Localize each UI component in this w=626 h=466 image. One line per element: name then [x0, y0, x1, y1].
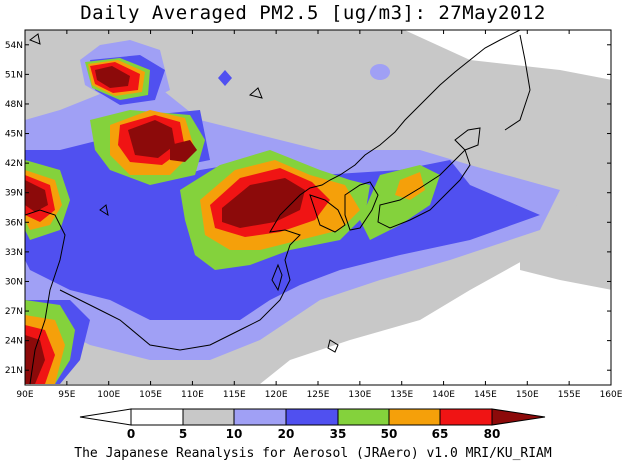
lon-tick-label: 150E: [516, 390, 539, 400]
coastlines: [25, 30, 531, 385]
lon-tick-label: 140E: [432, 390, 455, 400]
colorbar-swatch: [130, 408, 184, 426]
colorbar-label: 20: [278, 427, 295, 441]
colorbar-label: 80: [484, 427, 501, 441]
colorbar-swatch: [182, 408, 235, 426]
colorbar-label: 35: [330, 427, 347, 441]
lat-tick-label: 45N: [5, 130, 23, 140]
lat-tick-label: 21N: [5, 366, 23, 376]
lon-tick-label: 135E: [390, 390, 413, 400]
credit-line: The Japanese Reanalysis for Aerosol (JRA…: [74, 446, 552, 461]
lat-tick-label: 30N: [5, 277, 23, 287]
lat-tick-label: 54N: [5, 41, 23, 51]
lon-tick-label: 125E: [307, 390, 330, 400]
lon-tick-label: 160E: [600, 390, 623, 400]
lat-tick-label: 51N: [5, 70, 23, 80]
lat-tick-label: 33N: [5, 248, 23, 258]
lon-tick-label: 110E: [181, 390, 204, 400]
lat-tick-label: 24N: [5, 337, 23, 347]
colorbar: 0 5 10 20 35 50 65 80: [79, 408, 546, 441]
colorbar-swatch: [439, 408, 493, 426]
colorbar-label: 10: [226, 427, 243, 441]
lat-tick-label: 42N: [5, 159, 23, 169]
lat-tick-label: 48N: [5, 100, 23, 110]
colorbar-swatch: [233, 408, 287, 426]
lat-tick-label: 27N: [5, 307, 23, 317]
lon-tick-label: 155E: [558, 390, 581, 400]
lon-tick-label: 130E: [348, 390, 371, 400]
lat-tick-label: 39N: [5, 189, 23, 199]
lon-tick-label: 100E: [97, 390, 120, 400]
lon-tick-label: 120E: [265, 390, 288, 400]
lon-tick-label: 95E: [58, 390, 75, 400]
colorbar-swatch: [337, 408, 390, 426]
longitude-ticks: 90E 95E 100E 105E 110E 115E 120E 125E 130E 135E 14…: [16, 30, 623, 400]
lat-tick-label: 36N: [5, 218, 23, 228]
colorbar-swatch: [285, 408, 339, 426]
lon-tick-label: 90E: [16, 390, 33, 400]
latitude-ticks: 21N 24N 27N 30N 33N 36N 39N 42N 45N 48N 51N 54N: [5, 41, 611, 376]
colorbar-label: 0: [127, 427, 135, 441]
colorbar-swatch: [388, 408, 441, 426]
lon-tick-label: 145E: [474, 390, 497, 400]
map-title: Daily Averaged PM2.5 [ug/m3]: 27May2012: [80, 2, 546, 24]
colorbar-label: 5: [179, 427, 187, 441]
lon-tick-label: 105E: [139, 390, 162, 400]
colorbar-label: 50: [381, 427, 398, 441]
colorbar-label: 65: [432, 427, 449, 441]
colorbar-swatch: [491, 408, 546, 426]
lon-tick-label: 115E: [223, 390, 246, 400]
colorbar-swatch: [79, 408, 132, 426]
